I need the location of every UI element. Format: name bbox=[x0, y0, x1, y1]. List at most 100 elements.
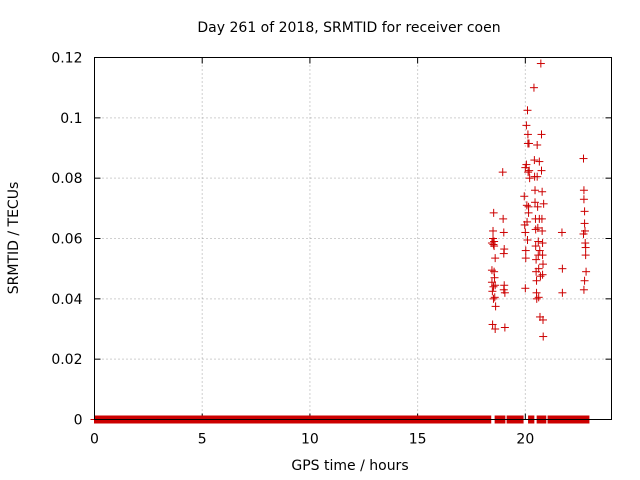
data-point bbox=[581, 251, 590, 260]
axis-ticks bbox=[94, 57, 612, 420]
data-point bbox=[523, 130, 532, 139]
data-point bbox=[533, 140, 542, 149]
data-point bbox=[522, 121, 531, 130]
data-point bbox=[530, 156, 539, 165]
y-tick-label: 0 bbox=[74, 413, 83, 429]
data-point bbox=[498, 168, 507, 177]
data-point bbox=[522, 160, 531, 169]
data-point bbox=[499, 214, 508, 223]
data-point bbox=[491, 302, 500, 311]
x-tick-label: 0 bbox=[90, 432, 99, 448]
data-point bbox=[539, 332, 548, 341]
plot-frame bbox=[94, 57, 612, 420]
data-point bbox=[532, 255, 541, 264]
data-point bbox=[537, 130, 546, 139]
data-point bbox=[558, 288, 567, 297]
data-point bbox=[523, 217, 532, 226]
grid-lines bbox=[94, 57, 612, 420]
data-point bbox=[538, 251, 547, 260]
data-point bbox=[581, 243, 590, 252]
data-point bbox=[537, 166, 546, 175]
y-tick-label: 0.04 bbox=[51, 292, 82, 308]
data-point bbox=[538, 226, 547, 235]
data-point bbox=[579, 285, 588, 294]
x-tick-label: 20 bbox=[516, 432, 534, 448]
tick-labels: 0 5 10 15 20 0 0.02 0.04 0.06 0.08 0.1 0.12 bbox=[51, 51, 534, 448]
data-point bbox=[490, 293, 499, 302]
chart-title: Day 261 of 2018, SRMTID for receiver coe… bbox=[197, 20, 500, 36]
data-point bbox=[525, 174, 534, 183]
data-point bbox=[529, 83, 538, 92]
data-point bbox=[523, 236, 532, 245]
data-point bbox=[521, 284, 530, 293]
data-point bbox=[536, 272, 545, 281]
data-point bbox=[525, 166, 534, 175]
data-point bbox=[580, 219, 589, 228]
data-point bbox=[520, 192, 529, 201]
data-point bbox=[523, 106, 532, 115]
data-point bbox=[490, 242, 499, 251]
data-point bbox=[538, 270, 547, 279]
y-tick-label: 0.02 bbox=[51, 352, 82, 368]
data-point bbox=[500, 288, 509, 297]
data-point bbox=[579, 195, 588, 204]
data-point bbox=[535, 246, 544, 255]
data-point bbox=[579, 154, 588, 163]
data-point bbox=[522, 201, 531, 210]
data-point bbox=[531, 186, 540, 195]
data-point bbox=[491, 281, 500, 290]
y-tick-label: 0.08 bbox=[51, 171, 82, 187]
data-point bbox=[538, 187, 547, 196]
data-point bbox=[535, 157, 544, 166]
y-tick-label: 0.1 bbox=[60, 111, 82, 127]
data-point bbox=[538, 260, 547, 269]
data-point bbox=[487, 266, 496, 275]
data-point bbox=[533, 172, 542, 181]
x-tick-label: 5 bbox=[198, 432, 207, 448]
data-point bbox=[533, 223, 542, 232]
data-point bbox=[579, 229, 588, 238]
data-point bbox=[580, 207, 589, 216]
srmtid-series bbox=[487, 59, 591, 341]
data-point bbox=[489, 226, 498, 235]
y-tick-label: 0.12 bbox=[51, 51, 82, 67]
data-point bbox=[490, 273, 499, 282]
data-point bbox=[524, 168, 533, 177]
data-point bbox=[499, 249, 508, 258]
data-point bbox=[579, 186, 588, 195]
data-point bbox=[489, 282, 498, 291]
data-point bbox=[521, 254, 530, 263]
y-tick-label: 0.06 bbox=[51, 232, 82, 248]
data-point bbox=[521, 228, 530, 237]
data-point bbox=[534, 237, 543, 246]
data-point bbox=[499, 228, 508, 237]
x-tick-label: 15 bbox=[409, 432, 427, 448]
data-point bbox=[489, 294, 498, 303]
y-axis-label: SRMTID / TECUs bbox=[6, 182, 22, 295]
data-point bbox=[538, 239, 547, 248]
data-point bbox=[531, 198, 540, 207]
data-point bbox=[557, 228, 566, 237]
data-point bbox=[533, 202, 542, 211]
data-point bbox=[489, 208, 498, 217]
data-point bbox=[532, 294, 541, 303]
data-point bbox=[558, 264, 567, 273]
data-point bbox=[534, 293, 543, 302]
data-point bbox=[531, 225, 540, 234]
data-point bbox=[491, 254, 500, 263]
data-point bbox=[531, 242, 540, 251]
data-point bbox=[536, 59, 545, 68]
data-point bbox=[488, 320, 497, 329]
x-tick-label: 10 bbox=[301, 432, 319, 448]
data-point bbox=[534, 264, 543, 273]
data-point bbox=[532, 276, 541, 285]
data-point bbox=[539, 199, 548, 208]
data-point bbox=[538, 315, 547, 324]
data-point bbox=[488, 287, 497, 296]
data-point bbox=[580, 276, 589, 285]
data-point bbox=[537, 214, 546, 223]
data-point bbox=[500, 323, 509, 332]
data-point bbox=[491, 325, 500, 333]
data-point bbox=[524, 208, 533, 217]
